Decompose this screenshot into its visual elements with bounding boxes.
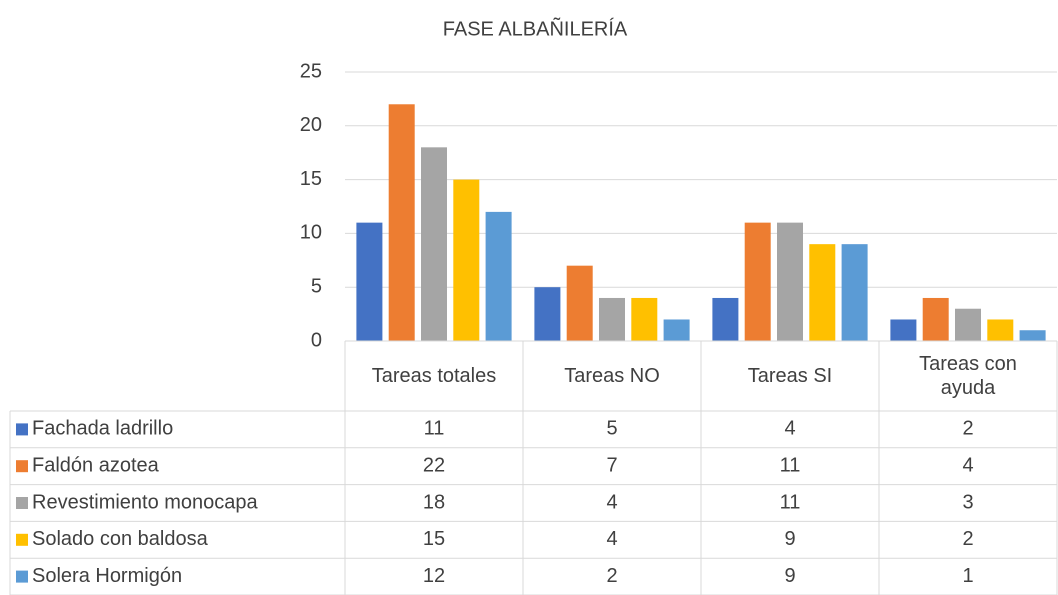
x-tick-label: Tareas SI <box>747 365 833 387</box>
legend-label: Fachada ladrillo <box>32 418 173 440</box>
legend-swatch <box>16 570 28 583</box>
data-table-value: 18 <box>423 491 445 513</box>
y-tick-label: 10 <box>300 222 322 244</box>
x-tick-label: Tareas con ayuda <box>919 353 1017 399</box>
bar <box>453 179 480 341</box>
data-table-value: 22 <box>423 454 445 476</box>
x-tick-label-box: Tareas SI <box>747 365 833 387</box>
legend-swatch <box>16 533 28 546</box>
data-table-value: 12 <box>423 565 445 587</box>
legend-swatch <box>16 423 28 436</box>
bar <box>1019 330 1046 341</box>
bar <box>566 265 593 341</box>
y-tick-label: 0 <box>311 329 322 351</box>
data-table-value: 11 <box>780 491 801 513</box>
y-tick-label: 25 <box>300 60 322 82</box>
data-table-value: 9 <box>784 565 795 587</box>
bar <box>712 297 739 341</box>
chart-title: FASE ALBAÑILERÍA <box>443 16 628 40</box>
bar <box>890 319 917 341</box>
y-tick-label: 5 <box>311 275 322 297</box>
bar <box>777 222 803 341</box>
bar <box>356 222 383 341</box>
x-tick-label-box: Tareas con ayuda <box>919 353 1017 399</box>
y-tick-label: 20 <box>300 114 322 136</box>
legend-label: Solera Hormigón <box>32 565 182 587</box>
data-table-value: 5 <box>606 418 617 440</box>
bar <box>388 104 415 341</box>
legend-swatch <box>16 497 28 509</box>
bar <box>663 319 690 341</box>
bar <box>841 244 868 341</box>
x-tick-label: Tareas totales <box>371 365 497 387</box>
data-table-value: 4 <box>784 418 795 440</box>
legend-label: Faldón azotea <box>32 454 160 476</box>
data-table-value: 2 <box>962 528 973 550</box>
data-table-value: 2 <box>962 418 973 440</box>
x-tick-label-box: Tareas NO <box>564 365 660 387</box>
data-table-value: 2 <box>606 565 617 587</box>
y-tick-label: 15 <box>300 168 322 190</box>
data-table-value: 3 <box>962 491 973 513</box>
bar <box>534 287 561 341</box>
bar <box>485 211 512 341</box>
bar <box>599 297 625 341</box>
data-table-value: 11 <box>780 454 801 476</box>
legend-label: Solado con baldosa <box>32 528 209 550</box>
bar <box>744 222 771 341</box>
bar <box>421 147 447 341</box>
bar <box>809 244 836 341</box>
bar <box>987 319 1014 341</box>
data-table-value: 7 <box>606 454 617 476</box>
data-table-value: 4 <box>962 454 973 476</box>
x-tick-label: Tareas NO <box>564 365 660 387</box>
data-table-value: 4 <box>606 491 617 513</box>
bar <box>955 308 981 341</box>
data-table-value: 15 <box>423 528 445 550</box>
legend-swatch <box>16 460 28 473</box>
data-table-value: 9 <box>784 528 795 550</box>
x-tick-label-box: Tareas totales <box>371 365 497 387</box>
data-table-value: 4 <box>606 528 617 550</box>
data-table-value: 1 <box>962 565 973 587</box>
legend-label: Revestimiento monocapa <box>32 491 259 513</box>
bar <box>922 297 949 341</box>
data-table-value: 11 <box>424 418 445 440</box>
bar <box>631 297 658 341</box>
